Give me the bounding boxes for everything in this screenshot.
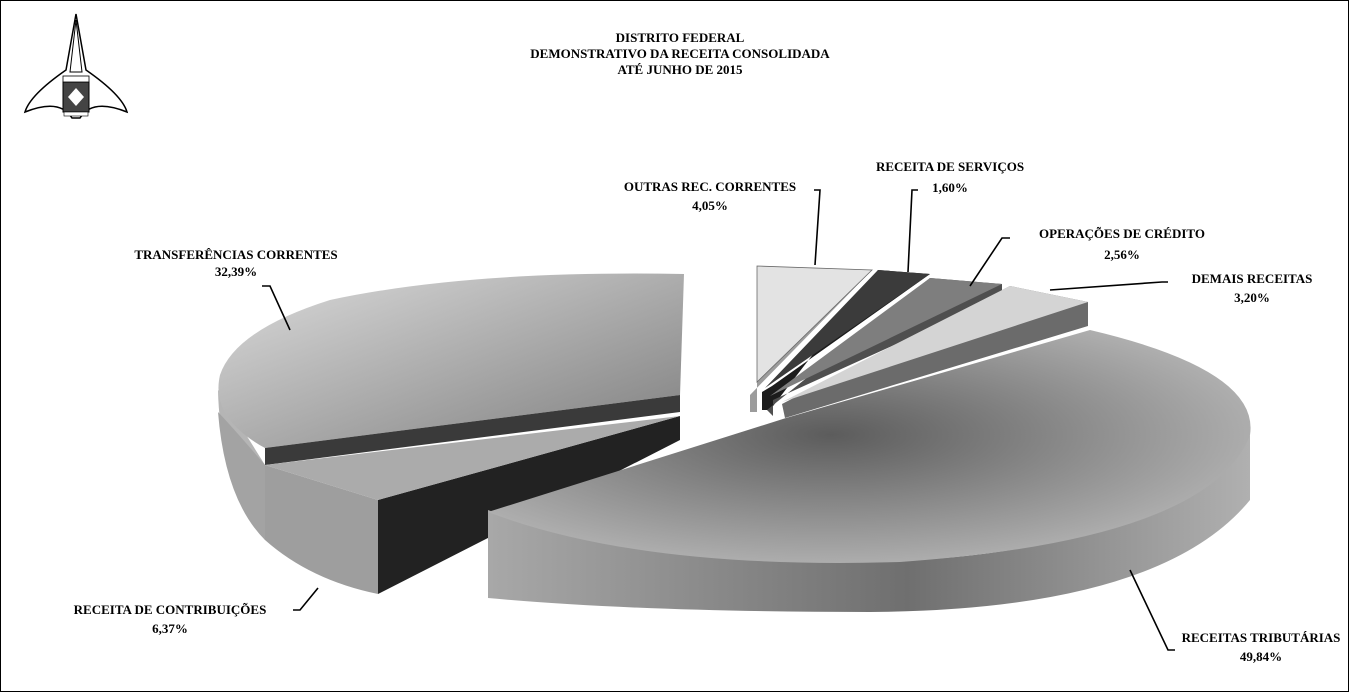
label-name: RECEITAS TRIBUTÁRIAS <box>1182 630 1341 645</box>
label-pct: 6,37% <box>152 621 188 636</box>
slice-operacoes-de-credito <box>767 278 1002 416</box>
label-name: DEMAIS RECEITAS <box>1192 271 1313 286</box>
leader-outras <box>814 189 821 266</box>
label-transferencias-correntes: TRANSFERÊNCIAS CORRENTES 32,39% <box>134 247 337 279</box>
label-name: OUTRAS REC. CORRENTES <box>624 179 796 194</box>
label-pct: 1,60% <box>932 180 968 195</box>
label-name: RECEITA DE SERVIÇOS <box>876 159 1024 174</box>
leader-tributarias <box>1129 569 1175 651</box>
label-name: RECEITA DE CONTRIBUIÇÕES <box>74 602 267 617</box>
label-receita-de-contribuicoes: RECEITA DE CONTRIBUIÇÕES 6,37% <box>74 602 267 636</box>
brasao-logo <box>23 13 129 119</box>
title-line-2: DEMONSTRATIVO DA RECEITA CONSOLIDADA <box>530 46 830 61</box>
label-receitas-tributarias: RECEITAS TRIBUTÁRIAS 49,84% <box>1182 630 1341 664</box>
chart-title: DISTRITO FEDERAL DEMONSTRATIVO DA RECEIT… <box>530 30 830 77</box>
leader-contribuicoes <box>293 587 319 611</box>
label-pct: 49,84% <box>1240 649 1282 664</box>
label-pct: 4,05% <box>692 198 728 213</box>
leader-demais <box>1049 281 1168 291</box>
leader-transferencias <box>262 285 291 331</box>
label-pct: 32,39% <box>215 264 257 279</box>
slice-receita-de-servicos <box>762 270 930 410</box>
label-operacoes-de-credito: OPERAÇÕES DE CRÉDITO 2,56% <box>1039 226 1205 262</box>
label-pct: 3,20% <box>1234 290 1270 305</box>
title-line-1: DISTRITO FEDERAL <box>616 30 745 45</box>
label-demais-receitas: DEMAIS RECEITAS 3,20% <box>1192 271 1313 305</box>
label-name: OPERAÇÕES DE CRÉDITO <box>1039 226 1205 241</box>
label-receita-de-servicos: RECEITA DE SERVIÇOS 1,60% <box>876 159 1024 195</box>
label-name: TRANSFERÊNCIAS CORRENTES <box>134 247 337 262</box>
label-pct: 2,56% <box>1104 247 1140 262</box>
slice-demais-receitas <box>782 286 1088 418</box>
leader-servicos <box>907 189 918 273</box>
title-line-3: ATÉ JUNHO DE 2015 <box>617 62 743 77</box>
slice-outras-rec-correntes <box>750 265 873 412</box>
slice-receitas-tributarias <box>488 330 1251 612</box>
slice-transferencias-correntes <box>218 273 684 540</box>
label-outras-rec-correntes: OUTRAS REC. CORRENTES 4,05% <box>624 179 796 213</box>
leader-operacoes <box>969 237 1010 287</box>
